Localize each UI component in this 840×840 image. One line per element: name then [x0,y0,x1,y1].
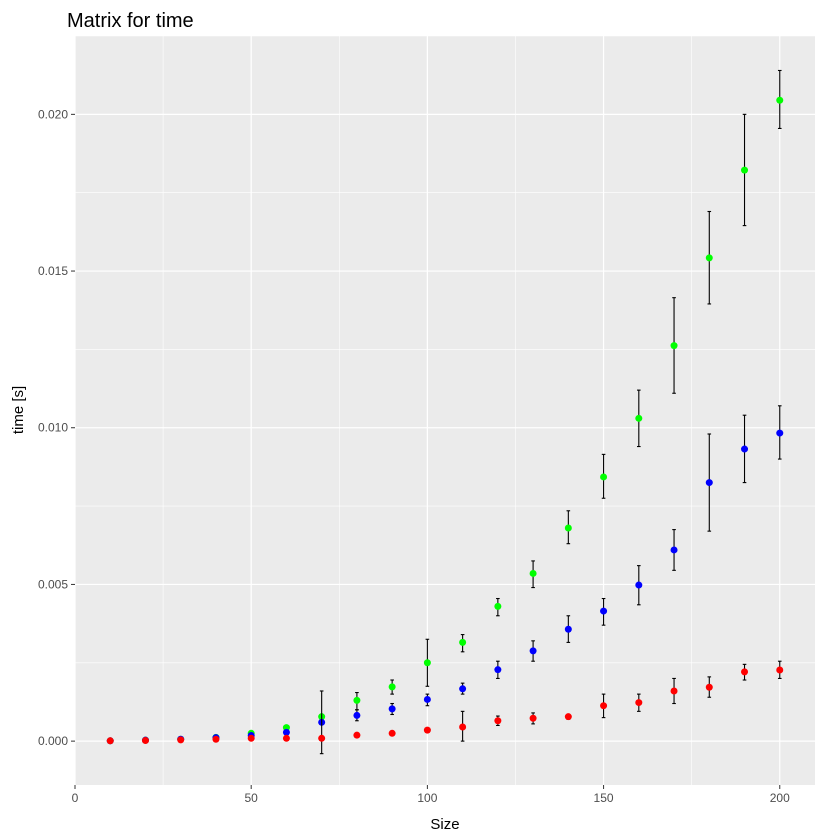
data-point [353,711,361,719]
data-marks [106,69,784,755]
x-tick-label: 200 [770,791,790,805]
x-tick-label: 100 [417,791,437,805]
data-point [106,737,114,745]
data-point [353,731,361,739]
data-point [776,429,784,437]
data-point [670,546,678,554]
data-point [212,735,220,743]
data-point [423,695,431,703]
data-point [247,734,255,742]
data-point [564,625,572,633]
data-point [423,659,431,667]
data-point [459,638,467,646]
data-point [741,445,749,453]
y-tick-label: 0.000 [38,734,68,748]
error-bar [319,690,324,755]
x-tick-label: 150 [594,791,614,805]
data-point [388,683,396,691]
data-point [670,687,678,695]
data-point [600,607,608,615]
y-tick-label: 0.010 [38,421,68,435]
data-point [670,342,678,350]
y-tick-label: 0.015 [38,264,68,278]
data-point [600,473,608,481]
data-point [282,734,290,742]
x-axis: 0 50 100 150 200 [72,785,790,805]
data-point [741,668,749,676]
data-point [776,666,784,674]
data-point [282,728,290,736]
y-axis-title: time [s] [10,386,27,434]
x-axis-title: Size [430,816,459,833]
chart-title: Matrix for time [67,10,194,32]
data-point [705,683,713,691]
data-point [741,166,749,174]
data-point [494,602,502,610]
data-point [705,479,713,487]
data-point [141,736,149,744]
data-point [635,699,643,707]
data-point [529,714,537,722]
series-3 [106,660,784,755]
data-point [776,96,784,104]
data-point [318,734,326,742]
minor-gridlines [75,35,815,785]
x-tick-label: 0 [72,791,79,805]
y-tick-label: 0.020 [38,107,68,121]
data-point [177,736,185,744]
data-point [423,726,431,734]
data-point [388,705,396,713]
data-point [529,647,537,655]
data-point [529,569,537,577]
data-point [600,702,608,710]
data-point [494,717,502,725]
data-point [564,713,572,721]
plot-panel [75,36,815,785]
data-point [353,696,361,704]
data-point [635,581,643,589]
data-point [388,729,396,737]
y-tick-label: 0.005 [38,577,68,591]
data-point [459,685,467,693]
data-point [635,414,643,422]
data-point [564,524,572,532]
data-point [705,254,713,262]
data-point [494,666,502,674]
y-axis: 0.000 0.005 0.010 0.015 0.020 [38,107,75,748]
x-tick-label: 50 [245,791,259,805]
data-point [459,723,467,731]
